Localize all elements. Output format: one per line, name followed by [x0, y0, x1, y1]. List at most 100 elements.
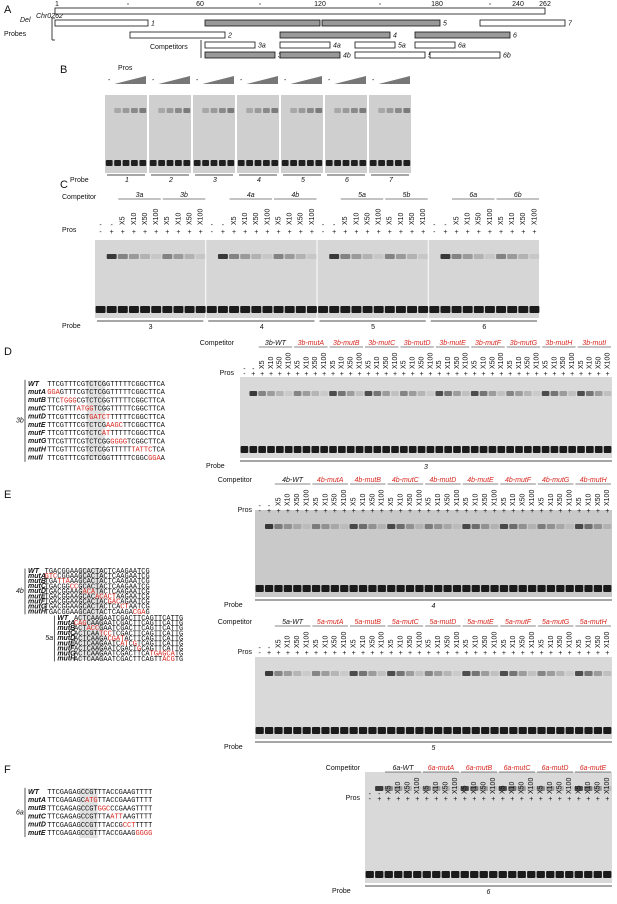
- dose-label: X100: [376, 209, 383, 225]
- gel-band: [349, 585, 358, 592]
- gel-band: [488, 391, 497, 396]
- pros-sign: +: [446, 371, 450, 378]
- seq-name: mutC: [57, 630, 76, 637]
- gel-band: [470, 446, 479, 453]
- dose-label: X5: [538, 785, 545, 794]
- gel-band: [151, 306, 162, 313]
- gel-band: [276, 446, 284, 453]
- gel-band: [518, 585, 527, 592]
- pros-sign: +: [510, 796, 514, 803]
- pros-sign: +: [548, 796, 552, 803]
- dose-label: X50: [142, 212, 149, 225]
- gel: [428, 240, 539, 318]
- probe-number: 5: [301, 177, 305, 184]
- gel-band: [528, 671, 537, 676]
- competitor-label: 4b: [343, 52, 351, 59]
- gel-band: [229, 254, 240, 259]
- lane-label: -: [284, 77, 287, 84]
- dose-label: X100: [420, 209, 427, 225]
- sequence: TTCGTTTCGTCTCGAAGCTTCGGCTTCA: [47, 422, 165, 430]
- gel-band: [481, 727, 490, 734]
- gel-band: [227, 160, 235, 166]
- gel-band: [586, 446, 594, 453]
- seq-name: mutG: [28, 604, 47, 611]
- probe-label: 2: [227, 32, 232, 39]
- gel-band: [506, 391, 514, 396]
- dose-label: X5: [164, 216, 171, 225]
- pros-sign: +: [558, 796, 562, 803]
- pros-sign: +: [502, 650, 506, 657]
- gel-band: [251, 306, 262, 313]
- gel-band: [490, 671, 499, 676]
- gel-band: [202, 160, 209, 166]
- competitor-name: 5b: [403, 192, 411, 199]
- dose-label: X50: [186, 212, 193, 225]
- gel-band: [271, 108, 279, 113]
- competitor-name: 4b-mutG: [542, 477, 570, 484]
- gel-band: [603, 727, 612, 734]
- gel-band: [593, 524, 603, 529]
- pros-sign: +: [254, 229, 258, 236]
- competitor-label: 6b: [503, 52, 511, 59]
- gel-band: [351, 306, 362, 313]
- competitor-name: 3a: [136, 192, 144, 199]
- dose-label: X50: [595, 493, 602, 506]
- gel-band: [603, 524, 612, 529]
- pros-sign: +: [521, 508, 525, 515]
- gel-band: [575, 671, 584, 676]
- gel-band: [229, 306, 240, 313]
- gel-band: [577, 446, 585, 453]
- probe-number: 6: [345, 177, 349, 184]
- sequence: ACTACCGAATCGACTTCAGTTCATTG: [74, 625, 183, 633]
- dose-label: X10: [397, 635, 404, 648]
- gel-band: [321, 524, 330, 529]
- gel-band: [509, 671, 518, 676]
- gel-band: [267, 446, 275, 453]
- pros-sign: +: [417, 508, 421, 515]
- dose-label: X10: [131, 212, 138, 225]
- panel-letter: B: [60, 64, 67, 76]
- gel-band: [340, 306, 351, 313]
- gel-band: [329, 446, 337, 453]
- dose-label: X100: [529, 490, 536, 506]
- seq-name: mutH: [28, 446, 47, 453]
- dose-label: X50: [557, 635, 564, 648]
- dose-label: X5: [501, 497, 508, 506]
- gel-band: [435, 446, 444, 453]
- gel-band: [284, 306, 295, 313]
- competitor-name: 3b-mutB: [333, 340, 360, 347]
- gel-band: [240, 446, 249, 453]
- gel-band: [368, 524, 377, 529]
- competitor-name: 6a: [469, 192, 477, 199]
- seq-name: WT: [57, 615, 69, 622]
- gel-band: [452, 671, 462, 676]
- pros-sign: +: [529, 796, 533, 803]
- gel-band: [351, 160, 358, 166]
- gel-band: [140, 306, 151, 313]
- gene-sup: Chr0262: [36, 13, 63, 20]
- probes-label: Probes: [4, 31, 27, 38]
- pros-sign: +: [508, 371, 512, 378]
- gel-band: [384, 306, 395, 313]
- gel-band: [298, 108, 306, 113]
- pros-sign: +: [295, 508, 299, 515]
- seq-name: mutB: [28, 397, 46, 404]
- gel-band: [568, 446, 576, 453]
- dose-label: X50: [409, 212, 416, 225]
- competitor-name: 4b-mutC: [392, 477, 420, 484]
- dose-label: X100: [604, 778, 611, 794]
- dose-label: X50: [294, 635, 301, 648]
- gel-band: [364, 391, 373, 396]
- dose-label: X5: [401, 360, 408, 369]
- pros-sign: +: [552, 371, 556, 378]
- dose-label: X10: [285, 635, 292, 648]
- gel-band: [302, 446, 311, 453]
- gel-band: [274, 727, 283, 734]
- competitor-name: 5a-mutA: [317, 619, 344, 626]
- competitor-name: 3b-mutC: [368, 340, 396, 347]
- gel-band: [536, 871, 545, 878]
- gel-band: [452, 727, 462, 734]
- gel-band: [262, 306, 273, 313]
- gel-band: [434, 671, 443, 676]
